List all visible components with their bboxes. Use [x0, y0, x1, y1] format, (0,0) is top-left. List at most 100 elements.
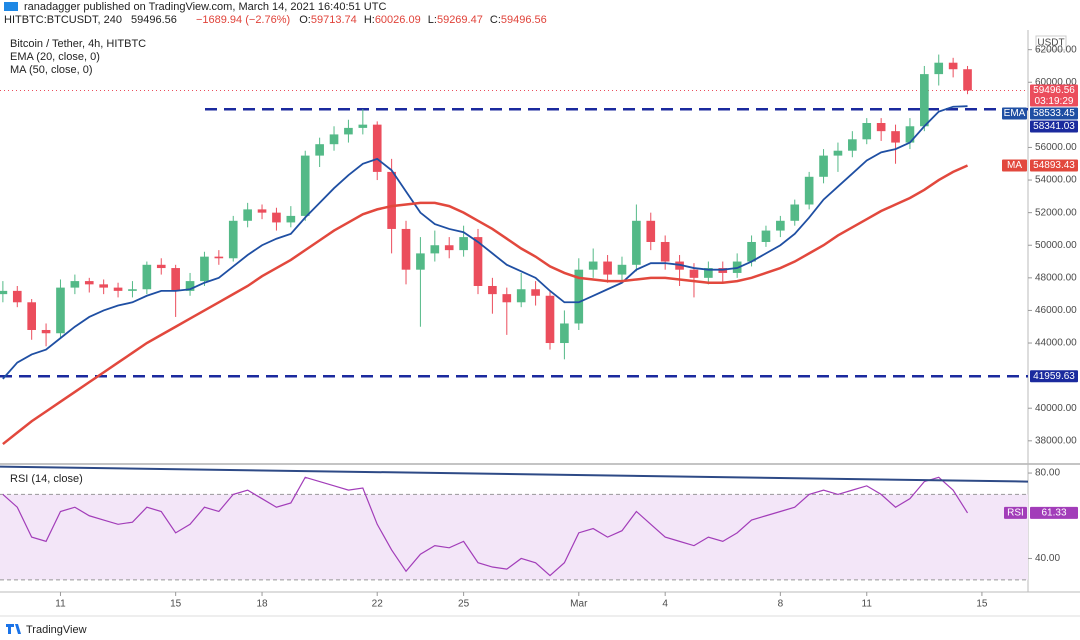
price-badge — [1030, 370, 1078, 383]
price-badge-label: 59496.56 — [1033, 85, 1075, 96]
ohlc-label: L: — [428, 14, 437, 26]
candle-body — [934, 62, 944, 75]
x-tick-label: 22 — [372, 599, 384, 610]
candle-body — [632, 220, 641, 265]
ma-line — [2, 164, 969, 446]
candle-body — [344, 127, 353, 135]
publisher: ranadagger published on TradingView.com,… — [24, 1, 386, 13]
ohlc-label: C: — [490, 14, 501, 26]
candle-body — [560, 323, 569, 344]
y-tick-label: 38000.00 — [1035, 435, 1077, 446]
rsi-band — [0, 494, 1028, 580]
y-tick-label: 44000.00 — [1035, 338, 1077, 349]
candle-body — [156, 264, 166, 269]
ohlc-value: 60026.09 — [375, 14, 421, 26]
candle-body — [430, 245, 440, 254]
y-tick-label: 60000.00 — [1035, 77, 1077, 88]
price-badge-label: 54893.43 — [1033, 160, 1075, 171]
currency: USDT — [1037, 38, 1064, 49]
x-tick-label: 15 — [976, 599, 988, 610]
change: −1689.94 (−2.76%) — [196, 14, 290, 26]
candle-body — [171, 268, 180, 291]
ohlc-label: O: — [299, 14, 311, 26]
rsi-title: RSI (14, close) — [10, 473, 83, 485]
candle-body — [776, 220, 785, 231]
candle-body — [617, 264, 627, 275]
y-tick-label: 40.00 — [1035, 553, 1060, 564]
rsi-line — [2, 476, 969, 577]
badge-tag — [1002, 107, 1027, 120]
candle-body — [761, 230, 771, 242]
price-badge-label: 61.33 — [1041, 508, 1066, 519]
candle-body — [459, 237, 468, 251]
y-tick-label: 52000.00 — [1035, 207, 1077, 218]
candle-body — [473, 237, 483, 286]
candle-body — [790, 204, 800, 221]
candle-body — [0, 290, 8, 295]
legend-entry: EMA (20, close, 0) — [10, 51, 100, 63]
candle-body — [588, 261, 598, 270]
badge-tag — [1002, 159, 1027, 172]
candle-body — [200, 256, 209, 282]
candle-body — [545, 295, 555, 344]
candle-body — [905, 126, 915, 143]
candle-body — [128, 289, 137, 291]
ohlc-value: 59713.74 — [311, 14, 357, 26]
candle-body — [963, 69, 972, 91]
x-tick-label: 4 — [662, 599, 668, 610]
candle-body — [862, 123, 872, 140]
price-badge-label: 58341.03 — [1033, 121, 1075, 132]
candle-body — [804, 176, 814, 205]
candle-body — [300, 155, 310, 216]
price-badge — [1030, 159, 1078, 172]
candle-body — [747, 241, 756, 262]
candle-body — [660, 241, 670, 262]
candle-body — [574, 269, 584, 324]
tv-icon — [4, 2, 18, 11]
candle-body — [228, 220, 238, 259]
price-badge — [1030, 120, 1078, 133]
candle-body — [689, 269, 699, 278]
y-tick-label: 50000.00 — [1035, 240, 1077, 251]
candle-body — [516, 289, 526, 303]
candle-body — [819, 155, 828, 177]
candle-body — [329, 134, 339, 145]
x-tick-label: Mar — [570, 599, 588, 610]
y-tick-label: 56000.00 — [1035, 142, 1077, 153]
badge-tag-label: MA — [1007, 160, 1022, 171]
candle-body — [272, 212, 281, 223]
candle-body — [920, 74, 929, 127]
legend-entry: MA (50, close, 0) — [10, 64, 93, 76]
candle-body — [948, 62, 958, 70]
price-badge — [1030, 84, 1078, 107]
y-tick-label: 46000.00 — [1035, 305, 1077, 316]
candle-body — [704, 268, 713, 278]
candle-body — [833, 150, 843, 156]
candle-body — [41, 329, 51, 334]
y-tick-label: 48000.00 — [1035, 272, 1077, 283]
y-tick-label: 40000.00 — [1035, 403, 1077, 414]
rsi-trendline — [0, 465, 1029, 483]
ohlc-value: 59496.56 — [501, 14, 547, 26]
candle-body — [243, 209, 252, 221]
candle-body — [56, 287, 65, 334]
symbol: HITBTC:BTCUSDT, 240 — [4, 14, 122, 26]
candle-body — [603, 261, 612, 275]
price-badge-label: 41959.63 — [1033, 371, 1075, 382]
badge-tag-label: RSI — [1007, 508, 1024, 519]
candle-body — [372, 124, 382, 172]
candle-body — [488, 285, 497, 295]
candle-body — [70, 281, 80, 288]
countdown: 03:19:29 — [1035, 96, 1074, 107]
y-tick-label: 62000.00 — [1035, 44, 1077, 55]
currency-box — [1035, 35, 1067, 51]
x-tick-label: 11 — [862, 599, 873, 610]
ma-line — [2, 105, 968, 380]
candle-body — [401, 228, 411, 270]
badge-tag — [1004, 506, 1027, 519]
candle-body — [27, 302, 36, 330]
candle-body — [891, 131, 900, 143]
x-tick-label: 25 — [458, 599, 470, 610]
price-badge — [1030, 506, 1078, 519]
